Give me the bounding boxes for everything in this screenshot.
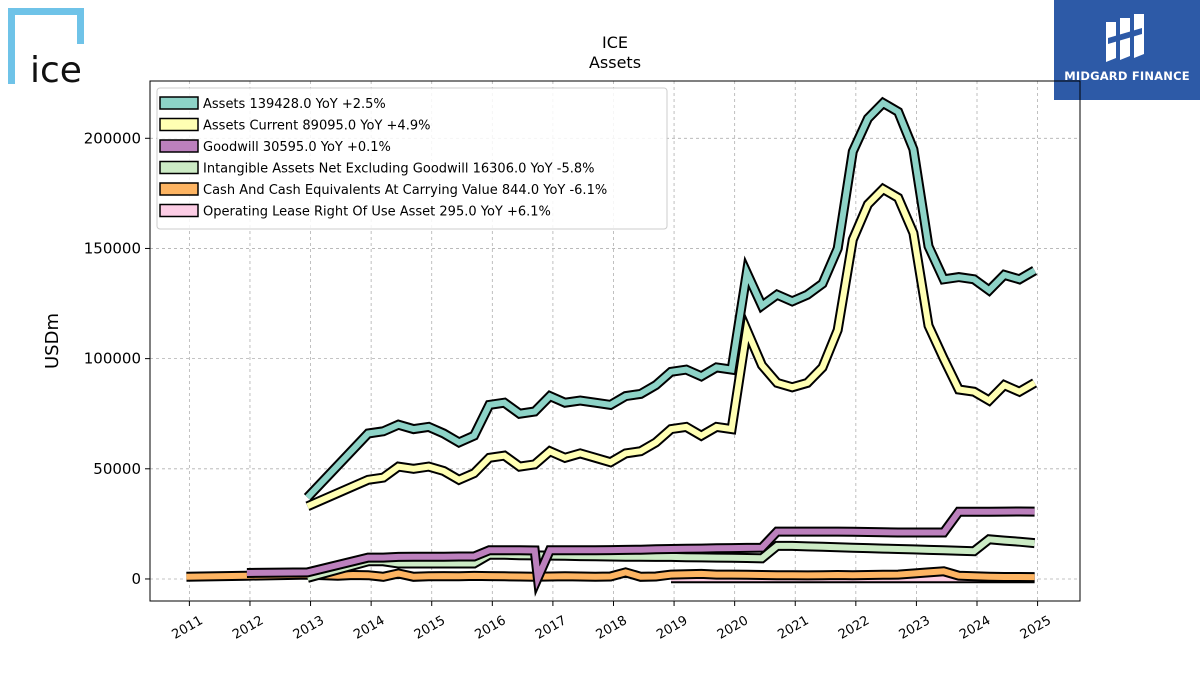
legend-swatch bbox=[159, 96, 199, 110]
legend-label: Cash And Cash Equivalents At Carrying Va… bbox=[203, 183, 607, 198]
y-tick-label: 150000 bbox=[84, 239, 141, 257]
y-tick-label: 200000 bbox=[84, 129, 141, 147]
x-tick-label: 2016 bbox=[472, 613, 508, 643]
legend-swatch bbox=[159, 139, 199, 153]
series-layer bbox=[186, 96, 1038, 597]
y-tick-label: 0 bbox=[131, 570, 141, 588]
midgard-finance-text: MIDGARD FINANCE bbox=[1064, 69, 1190, 83]
y-axis-label: USDm bbox=[42, 313, 63, 369]
series-line bbox=[186, 568, 1035, 581]
y-tick-label: 50000 bbox=[93, 460, 141, 478]
series-4 bbox=[186, 566, 1035, 583]
ice-logo-text: ice bbox=[30, 50, 82, 88]
series-line bbox=[246, 508, 1035, 590]
x-tick-label: 2023 bbox=[897, 613, 933, 643]
y-tick-label: 100000 bbox=[84, 350, 141, 368]
x-tick-label: 2011 bbox=[170, 613, 206, 643]
x-tick-label: 2021 bbox=[775, 613, 811, 643]
chart-subtitle: Assets bbox=[589, 53, 641, 72]
x-tick-label: 2022 bbox=[836, 613, 872, 643]
midgard-emblem-icon bbox=[1106, 14, 1144, 62]
series-line bbox=[306, 185, 1037, 510]
x-tick-label: 2025 bbox=[1018, 613, 1054, 643]
series-3 bbox=[306, 534, 1036, 583]
x-tick-label: 2019 bbox=[654, 613, 690, 643]
legend-label: Intangible Assets Net Excluding Goodwill… bbox=[203, 162, 594, 177]
legend-label: Assets Current 89095.0 YoY +4.9% bbox=[203, 119, 430, 134]
series-2 bbox=[246, 506, 1035, 597]
chart-title: ICE bbox=[602, 33, 628, 52]
x-tick-label: 2015 bbox=[412, 613, 448, 643]
x-tick-label: 2020 bbox=[715, 613, 751, 643]
legend-box bbox=[156, 87, 668, 230]
x-tick-label: 2018 bbox=[594, 613, 630, 643]
plot-frame bbox=[149, 80, 1081, 602]
legend-label: Goodwill 30595.0 YoY +0.1% bbox=[203, 140, 391, 155]
series-0 bbox=[303, 96, 1038, 501]
series-line bbox=[305, 99, 1037, 500]
series-1 bbox=[305, 182, 1038, 511]
legend-label: Operating Lease Right Of Use Asset 295.0… bbox=[203, 205, 551, 220]
x-tick-label: 2012 bbox=[230, 613, 266, 643]
legend: Assets 139428.0 YoY +2.5% Assets Current … bbox=[156, 87, 668, 230]
x-tick-label: 2014 bbox=[351, 613, 387, 643]
legend-swatch bbox=[159, 203, 199, 218]
x-tick-label: 2024 bbox=[957, 613, 993, 643]
series-line bbox=[306, 536, 1035, 581]
legend-swatch bbox=[159, 117, 199, 132]
legend-label: Assets 139428.0 YoY +2.5% bbox=[203, 97, 386, 112]
x-tick-label: 2017 bbox=[533, 613, 569, 643]
legend-swatch bbox=[159, 182, 199, 196]
legend-swatch bbox=[159, 160, 199, 175]
x-tick-label: 2013 bbox=[291, 613, 327, 643]
midgard-finance-logo: MIDGARD FINANCE bbox=[1054, 0, 1200, 100]
ice-logo: ice bbox=[8, 8, 84, 88]
